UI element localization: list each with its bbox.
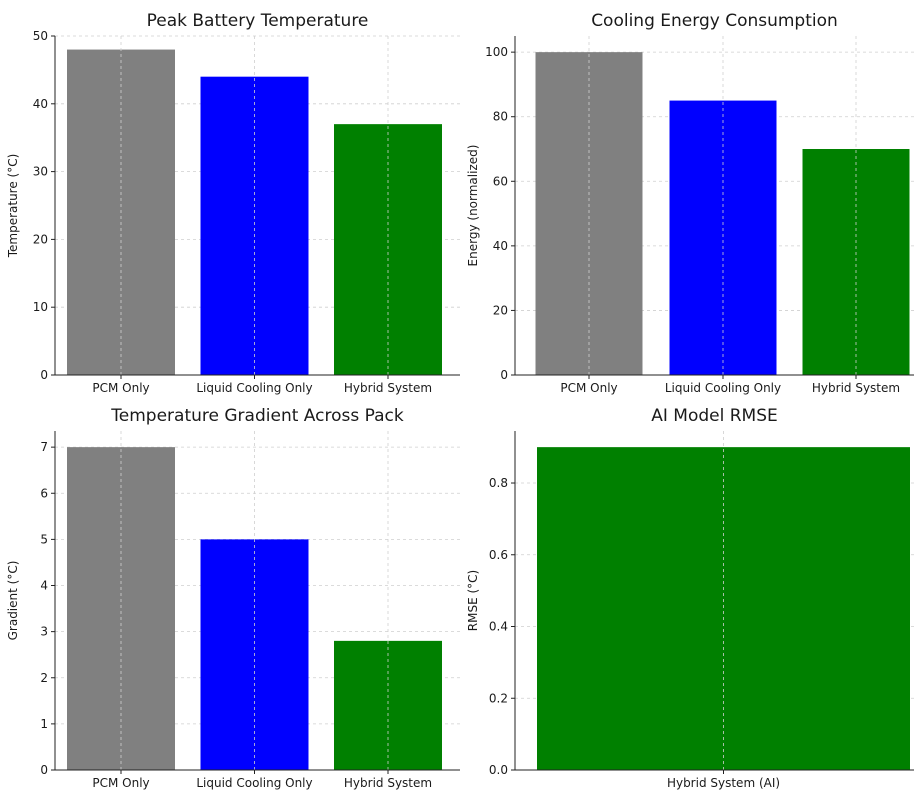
y-tick-label: 6 xyxy=(40,486,48,500)
x-tick-label: Liquid Cooling Only xyxy=(665,381,781,395)
y-tick-label: 0.8 xyxy=(489,476,508,490)
chart-ai-model-rmse: AI Model RMSE RMSE (°C) 0.0 0.2 0.4 0.6 0.8 H… xyxy=(466,406,914,790)
bar xyxy=(334,640,442,770)
y-tick-label: 0.0 xyxy=(489,763,508,777)
chart-title: AI Model RMSE xyxy=(651,406,778,426)
y-tick-label: 30 xyxy=(33,165,48,179)
y-tick-label: 1 xyxy=(40,717,48,731)
y-tick-label: 80 xyxy=(493,110,508,124)
y-tick-label: 4 xyxy=(40,579,48,593)
y-tick-label: 40 xyxy=(33,97,48,111)
chart-cooling-energy-consumption: Cooling Energy Consumption Energy (norma… xyxy=(466,11,914,395)
y-tick-label: 60 xyxy=(493,174,508,188)
bar xyxy=(535,52,643,376)
x-tick-label: Hybrid System xyxy=(344,776,432,790)
y-axis-label: RMSE (°C) xyxy=(466,570,480,631)
x-tick-label: Hybrid System xyxy=(344,381,432,395)
bar xyxy=(669,100,777,376)
x-tick-label: PCM Only xyxy=(92,776,149,790)
x-tick-label: PCM Only xyxy=(560,381,617,395)
y-tick-label: 0 xyxy=(40,368,48,382)
y-axis-label: Energy (normalized) xyxy=(466,145,480,267)
x-tick-label: Liquid Cooling Only xyxy=(196,381,312,395)
y-tick-label: 10 xyxy=(33,300,48,314)
chart-title: Cooling Energy Consumption xyxy=(591,11,838,31)
y-tick-label: 0 xyxy=(500,368,508,382)
chart-temperature-gradient: Temperature Gradient Across Pack Gradien… xyxy=(6,406,460,790)
chart-title: Temperature Gradient Across Pack xyxy=(110,406,404,426)
y-tick-label: 7 xyxy=(40,440,48,454)
y-tick-label: 2 xyxy=(40,671,48,685)
y-tick-label: 50 xyxy=(33,29,48,43)
x-tick-label: Hybrid System (AI) xyxy=(667,776,780,790)
y-axis-label: Temperature (°C) xyxy=(6,154,20,259)
x-tick-label: PCM Only xyxy=(92,381,149,395)
y-tick-label: 0.4 xyxy=(489,620,508,634)
bar xyxy=(334,124,442,375)
bar xyxy=(67,447,175,770)
bar xyxy=(537,447,910,770)
x-tick-label: Liquid Cooling Only xyxy=(196,776,312,790)
y-axis-label: Gradient (°C) xyxy=(6,561,20,641)
y-tick-label: 20 xyxy=(493,303,508,317)
y-tick-label: 40 xyxy=(493,239,508,253)
y-tick-label: 5 xyxy=(40,532,48,546)
y-tick-label: 0.6 xyxy=(489,548,508,562)
chart-peak-battery-temperature: Peak Battery Temperature Temperature (°C… xyxy=(6,11,460,395)
y-tick-label: 100 xyxy=(485,45,508,59)
chart-title: Peak Battery Temperature xyxy=(147,11,369,31)
x-tick-label: Hybrid System xyxy=(812,381,900,395)
y-tick-label: 3 xyxy=(40,625,48,639)
y-tick-label: 0 xyxy=(40,763,48,777)
y-tick-label: 0.2 xyxy=(489,691,508,705)
y-tick-label: 20 xyxy=(33,232,48,246)
